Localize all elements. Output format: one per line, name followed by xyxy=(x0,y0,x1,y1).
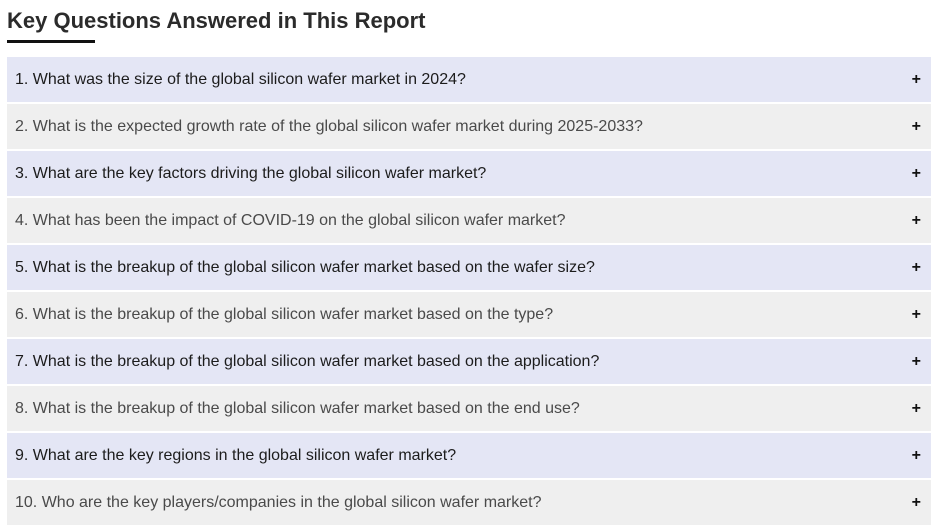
faq-item-7[interactable]: 7. What is the breakup of the global sil… xyxy=(7,339,931,384)
faq-item-4[interactable]: 4. What has been the impact of COVID-19 … xyxy=(7,198,931,243)
faq-item-2[interactable]: 2. What is the expected growth rate of t… xyxy=(7,104,931,149)
faq-list: 1. What was the size of the global silic… xyxy=(7,57,931,527)
plus-icon[interactable]: + xyxy=(911,164,921,182)
faq-question: 6. What is the breakup of the global sil… xyxy=(15,305,554,323)
faq-item-1[interactable]: 1. What was the size of the global silic… xyxy=(7,57,931,102)
faq-question: 10. Who are the key players/companies in… xyxy=(15,493,542,511)
plus-icon[interactable]: + xyxy=(911,352,921,370)
faq-item-9[interactable]: 9. What are the key regions in the globa… xyxy=(7,433,931,478)
faq-item-10[interactable]: 10. Who are the key players/companies in… xyxy=(7,480,931,525)
faq-question: 3. What are the key factors driving the … xyxy=(15,164,487,182)
plus-icon[interactable]: + xyxy=(911,305,921,323)
faq-question: 5. What is the breakup of the global sil… xyxy=(15,258,595,276)
section-title: Key Questions Answered in This Report xyxy=(7,8,426,33)
faq-item-5[interactable]: 5. What is the breakup of the global sil… xyxy=(7,245,931,290)
title-underline xyxy=(7,40,95,43)
faq-question: 7. What is the breakup of the global sil… xyxy=(15,352,600,370)
plus-icon[interactable]: + xyxy=(911,117,921,135)
faq-question: 2. What is the expected growth rate of t… xyxy=(15,117,643,135)
faq-item-6[interactable]: 6. What is the breakup of the global sil… xyxy=(7,292,931,337)
faq-question: 9. What are the key regions in the globa… xyxy=(15,446,457,464)
plus-icon[interactable]: + xyxy=(911,399,921,417)
faq-question: 1. What was the size of the global silic… xyxy=(15,70,466,88)
faq-question: 8. What is the breakup of the global sil… xyxy=(15,399,580,417)
plus-icon[interactable]: + xyxy=(911,258,921,276)
faq-item-3[interactable]: 3. What are the key factors driving the … xyxy=(7,151,931,196)
faq-item-8[interactable]: 8. What is the breakup of the global sil… xyxy=(7,386,931,431)
plus-icon[interactable]: + xyxy=(911,446,921,464)
plus-icon[interactable]: + xyxy=(911,70,921,88)
faq-question: 4. What has been the impact of COVID-19 … xyxy=(15,211,566,229)
plus-icon[interactable]: + xyxy=(911,493,921,511)
plus-icon[interactable]: + xyxy=(911,211,921,229)
